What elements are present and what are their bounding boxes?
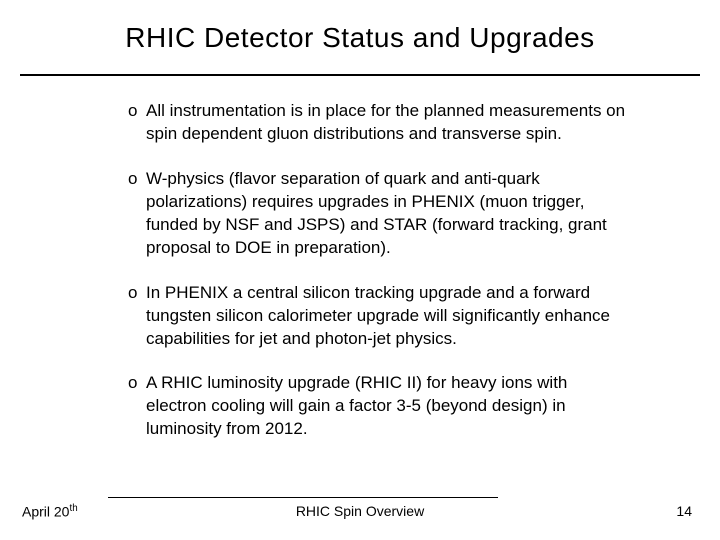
slide-title: RHIC Detector Status and Upgrades [0, 22, 720, 54]
bullet-marker: o [128, 168, 146, 260]
bullet-text: All instrumentation is in place for the … [146, 100, 628, 146]
bullet-marker: o [128, 282, 146, 351]
bullet-text: A RHIC luminosity upgrade (RHIC II) for … [146, 372, 628, 441]
footer-page-number: 14 [676, 503, 692, 519]
list-item: o All instrumentation is in place for th… [128, 100, 628, 146]
title-underline [20, 74, 700, 76]
bullet-marker: o [128, 100, 146, 146]
bullet-text: W-physics (flavor separation of quark an… [146, 168, 628, 260]
list-item: o W-physics (flavor separation of quark … [128, 168, 628, 260]
footer-center: RHIC Spin Overview [0, 503, 720, 519]
slide: RHIC Detector Status and Upgrades o All … [0, 0, 720, 540]
footer-rule [108, 497, 498, 498]
bullet-list: o All instrumentation is in place for th… [128, 100, 628, 441]
bullet-text: In PHENIX a central silicon tracking upg… [146, 282, 628, 351]
list-item: o In PHENIX a central silicon tracking u… [128, 282, 628, 351]
list-item: o A RHIC luminosity upgrade (RHIC II) fo… [128, 372, 628, 441]
bullet-marker: o [128, 372, 146, 441]
